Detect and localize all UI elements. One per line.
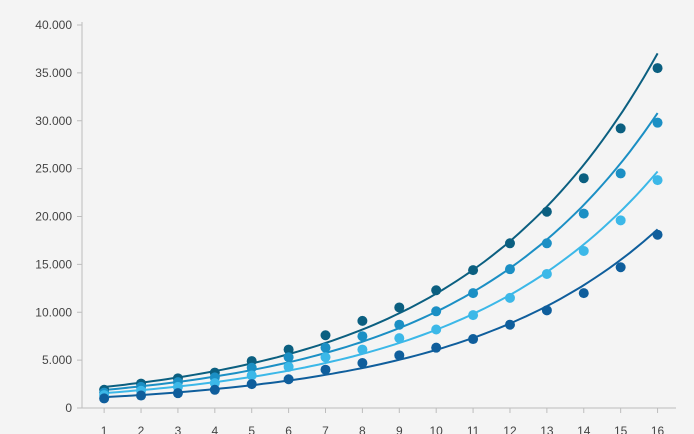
data-point-series-3 [468, 310, 479, 321]
data-point-series-3 [283, 361, 294, 372]
x-tick-label: 11 [467, 424, 480, 434]
data-point-series-4 [394, 350, 405, 361]
y-tick-label: 25.000 [35, 162, 72, 176]
data-point-series-4 [283, 374, 294, 385]
data-point-series-3 [357, 344, 368, 355]
data-point-series-4 [246, 379, 257, 390]
x-tick-label: 16 [651, 424, 665, 434]
y-tick-label: 10.000 [35, 305, 72, 319]
data-point-series-3 [504, 292, 515, 303]
y-tick-label: 35.000 [35, 66, 72, 80]
data-point-series-4 [615, 262, 626, 273]
x-tick-label: 3 [175, 424, 182, 434]
y-tick-label: 15.000 [35, 257, 72, 271]
data-point-series-4 [431, 342, 442, 353]
fit-line-series-1 [104, 52, 659, 388]
data-point-series-2 [320, 342, 331, 353]
y-tick-label: 30.000 [35, 114, 72, 128]
data-point-series-4 [504, 319, 515, 330]
x-tick-label: 15 [614, 424, 628, 434]
x-tick-label: 4 [211, 424, 218, 434]
data-point-series-3 [394, 333, 405, 344]
data-point-series-1 [320, 330, 331, 341]
x-tick-label: 9 [396, 424, 403, 434]
data-point-series-4 [136, 390, 147, 401]
data-point-series-1 [578, 173, 589, 184]
x-tick-label: 14 [577, 424, 591, 434]
data-point-series-4 [468, 334, 479, 345]
data-point-series-2 [431, 306, 442, 317]
x-tick-label: 10 [430, 424, 444, 434]
data-point-series-3 [246, 370, 257, 381]
x-tick-label: 2 [138, 424, 145, 434]
x-tick-label: 5 [248, 424, 255, 434]
data-point-series-1 [468, 265, 479, 276]
data-point-series-3 [578, 245, 589, 256]
data-point-series-4 [172, 388, 183, 399]
data-point-series-3 [615, 215, 626, 226]
data-point-series-2 [468, 288, 479, 299]
y-tick-label: 0 [65, 401, 72, 415]
y-tick-label: 5.000 [42, 353, 72, 367]
x-axis: 1 2 3 4 5 6 7 8 9 10 11 12 13 14 15 16 [82, 407, 676, 434]
fit-line-series-4 [104, 228, 659, 399]
data-point-series-1 [652, 63, 663, 74]
data-point-series-1 [504, 238, 515, 249]
data-points [99, 63, 663, 404]
x-tick-label: 6 [285, 424, 292, 434]
data-point-series-1 [357, 315, 368, 326]
data-point-series-2 [394, 319, 405, 330]
data-point-series-4 [578, 288, 589, 299]
x-tick-label: 7 [322, 424, 329, 434]
data-point-series-4 [357, 357, 368, 368]
data-point-series-1 [394, 302, 405, 313]
data-point-series-2 [615, 168, 626, 179]
data-point-series-3 [431, 324, 442, 335]
data-point-series-4 [652, 229, 663, 240]
data-point-series-2 [357, 331, 368, 342]
data-point-series-1 [283, 344, 294, 355]
data-point-series-1 [431, 285, 442, 296]
fit-line-series-2 [104, 112, 659, 391]
data-point-series-4 [209, 384, 220, 395]
fit-line-series-3 [104, 170, 659, 395]
data-point-series-1 [541, 206, 552, 217]
data-point-series-3 [541, 268, 552, 279]
fit-lines [104, 52, 659, 399]
data-point-series-2 [578, 208, 589, 219]
data-point-series-4 [99, 393, 110, 404]
data-point-series-3 [652, 175, 663, 186]
data-point-series-2 [246, 362, 257, 373]
x-tick-label: 12 [503, 424, 517, 434]
data-point-series-2 [504, 264, 515, 275]
x-tick-label: 13 [540, 424, 554, 434]
y-tick-label: 20.000 [35, 210, 72, 224]
y-tick-label: 40.000 [35, 18, 72, 32]
data-point-series-2 [283, 352, 294, 363]
data-point-series-1 [615, 123, 626, 134]
x-tick-label: 8 [359, 424, 366, 434]
x-tick-label: 1 [101, 424, 108, 434]
y-axis: 0 5.000 10.000 15.000 20.000 25.000 30.000 35.0… [35, 18, 83, 415]
data-point-series-3 [320, 352, 331, 363]
data-point-series-4 [541, 305, 552, 316]
data-point-series-2 [541, 238, 552, 249]
data-point-series-4 [320, 364, 331, 375]
data-point-series-2 [652, 117, 663, 128]
